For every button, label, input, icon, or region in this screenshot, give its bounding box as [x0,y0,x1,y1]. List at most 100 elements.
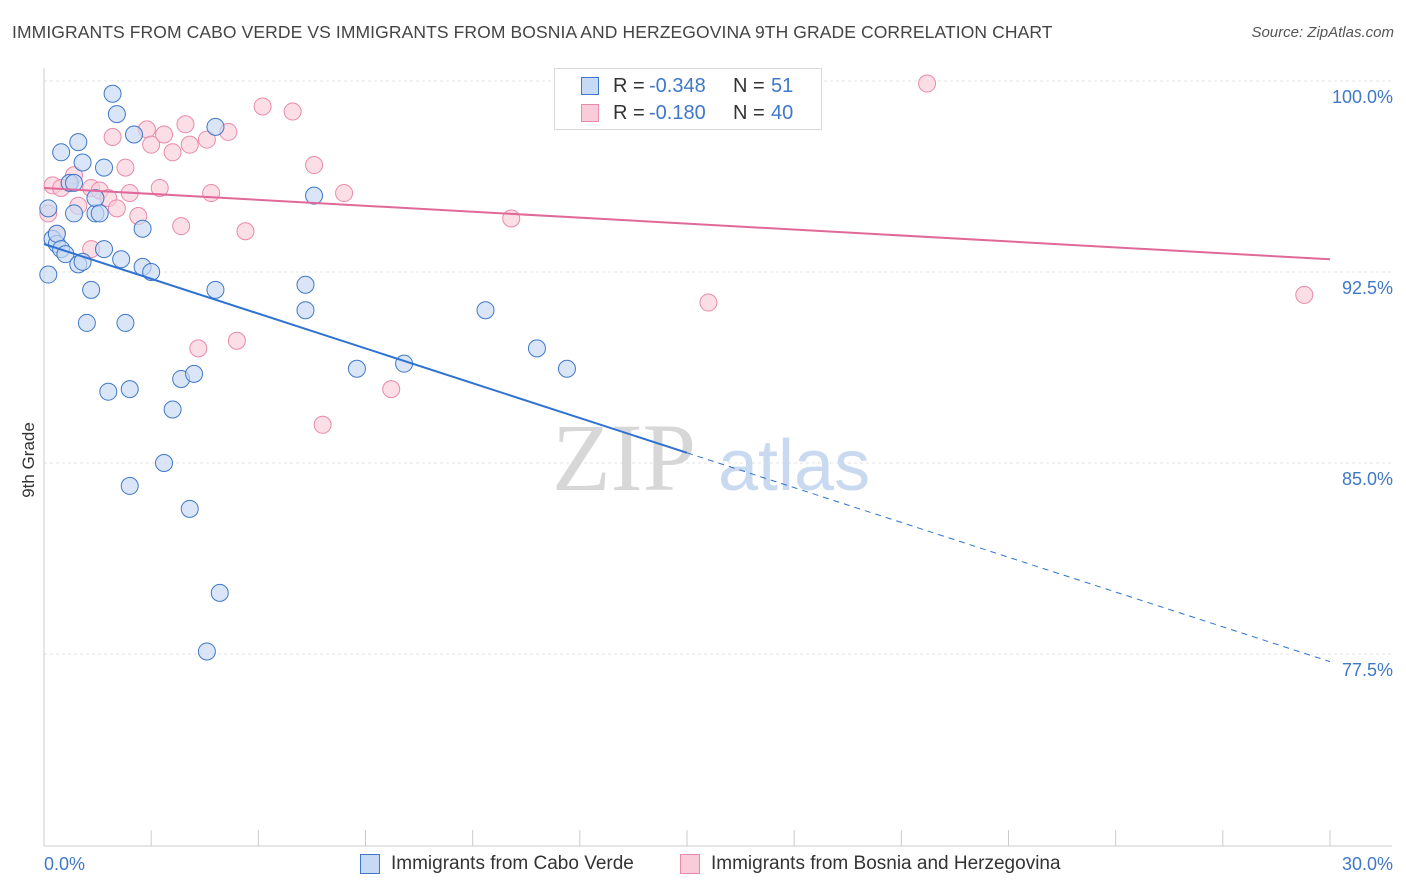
stats-row-bosnia: R = -0.180 N = 40 [555,100,821,128]
point-cabo-verde [347,359,366,378]
point-cabo-verde [112,250,131,269]
point-bosnia [335,184,354,203]
point-cabo-verde [73,153,92,172]
x-tick-labels: 0.0% 30.0% [44,854,1393,874]
point-bosnia [150,178,169,197]
y-tick-labels: 77.5% 85.0% 92.5% 100.0% [1332,87,1393,680]
point-cabo-verde [125,125,144,144]
point-cabo-verde [86,189,105,208]
point-cabo-verde [120,380,139,399]
x-tick-label: 0.0% [44,854,85,874]
watermark-zip: ZIP [552,404,696,511]
point-cabo-verde [210,583,229,602]
point-cabo-verde [90,204,109,223]
point-cabo-verde [107,105,126,124]
point-bosnia [313,415,332,434]
point-cabo-verde [180,499,199,518]
point-bosnia [699,293,718,312]
point-bosnia [227,331,246,350]
point-cabo-verde [39,199,58,218]
point-cabo-verde [142,263,161,281]
r-value: -0.180 [649,102,706,124]
point-bosnia [236,222,255,241]
r-label: R = [613,102,645,124]
point-cabo-verde [305,186,324,205]
point-bosnia [142,135,161,154]
point-cabo-verde [82,280,101,299]
n-value: 40 [771,102,794,124]
stats-box: R = -0.348 N = 51 R = -0.180 N = 40 [554,68,822,130]
point-bosnia [305,156,324,175]
point-cabo-verde [527,339,546,358]
point-bosnia [163,143,182,162]
stats-swatch-pink [581,104,599,122]
point-cabo-verde [116,313,135,332]
point-bosnia [172,217,191,236]
legend-label: Immigrants from Cabo Verde [391,853,634,874]
point-cabo-verde [120,476,139,495]
point-cabo-verde [65,204,84,223]
grid-lines [44,80,1392,655]
point-cabo-verde [476,301,495,320]
point-cabo-verde [95,240,114,259]
point-cabo-verde [185,364,204,383]
point-bosnia [103,128,122,147]
point-bosnia [107,199,126,218]
stats-swatch-blue [581,77,599,95]
point-cabo-verde [47,224,66,243]
y-tick-label: 85.0% [1342,469,1393,489]
legend: Immigrants from Cabo Verde Immigrants fr… [0,852,1406,880]
trend-lines [43,186,1331,663]
legend-swatch-pink [680,854,700,874]
y-tick-label: 100.0% [1332,87,1393,107]
point-cabo-verde [77,313,96,332]
point-cabo-verde [65,173,84,192]
point-cabo-verde [95,158,114,177]
point-cabo-verde [155,454,174,472]
point-bosnia [918,74,937,93]
point-cabo-verde [69,133,88,152]
y-tick-label: 92.5% [1342,278,1393,298]
legend-swatch-blue [360,854,380,874]
point-bosnia [116,158,135,177]
legend-label: Immigrants from Bosnia and Herzegovina [711,853,1061,874]
n-label: N = [733,102,765,124]
point-bosnia [155,125,174,144]
trend-line-bosnia [43,186,1331,261]
point-cabo-verde [197,642,216,661]
point-bosnia [202,184,221,203]
point-cabo-verde [39,265,58,284]
point-bosnia [382,380,401,399]
point-bosnia [253,97,272,116]
r-value: -0.348 [649,75,706,97]
r-label: R = [613,75,645,97]
point-cabo-verde [133,219,152,238]
point-bosnia [180,135,199,154]
point-cabo-verde [557,359,576,378]
point-cabo-verde [52,143,71,162]
point-bosnia [1295,285,1314,304]
source-label: Source: ZipAtlas.com [1251,24,1394,41]
point-cabo-verde [163,400,182,419]
axes [43,68,1392,847]
series-bosnia-points [39,74,1314,434]
point-bosnia [283,102,302,121]
point-cabo-verde [296,301,315,320]
point-bosnia [189,339,208,358]
point-cabo-verde [206,117,225,136]
n-label: N = [733,75,765,97]
series-cabo-verde-points [39,84,576,661]
point-bosnia [176,115,195,134]
point-cabo-verde [206,280,225,299]
point-cabo-verde [296,275,315,294]
y-tick-label: 77.5% [1342,660,1393,680]
point-bosnia [197,130,216,149]
watermark-atlas: atlas [718,426,870,506]
x-tick-label: 30.0% [1342,854,1393,874]
stats-row-cabo-verde: R = -0.348 N = 51 [555,73,821,101]
y-axis-title: 9th Grade [19,422,38,498]
trend-line-cabo-verde-dashed [686,452,1331,663]
chart-title: IMMIGRANTS FROM CABO VERDE VS IMMIGRANTS… [12,22,1053,42]
trend-line-cabo-verde [43,243,688,454]
